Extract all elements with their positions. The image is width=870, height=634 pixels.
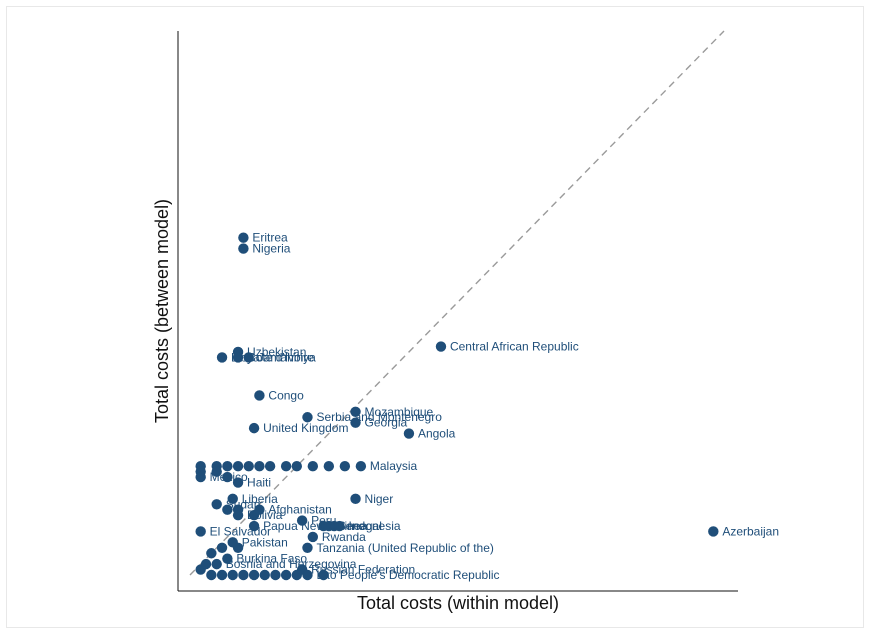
data-point: [302, 569, 313, 581]
point-label: Papua New Guinea: [263, 519, 367, 533]
data-point: [232, 477, 244, 488]
point-label: Tanzania (United Republic of the): [316, 541, 493, 555]
data-point: [216, 569, 228, 581]
point-label: Nigeria: [252, 242, 290, 256]
data-point: [243, 352, 254, 363]
data-point: [195, 471, 206, 483]
data-point: [195, 526, 206, 537]
data-point: [323, 520, 335, 532]
data-point: [270, 569, 281, 581]
data-point: [318, 569, 329, 581]
point-label: Uzbekistan: [247, 345, 306, 359]
point-label: Niger: [365, 492, 394, 506]
data-point: [254, 504, 265, 515]
data-point: [334, 520, 345, 532]
data-point: [403, 428, 415, 439]
point-label: Haiti: [247, 476, 271, 490]
data-point: [307, 461, 319, 472]
point-label: Burkina Faso: [236, 552, 307, 566]
data-point: [254, 461, 265, 472]
data-point: [222, 553, 233, 564]
y-axis-title: Total costs (between model): [152, 199, 172, 423]
data-point: [243, 461, 254, 472]
data-point: [248, 422, 260, 434]
data-point: [238, 232, 249, 243]
point-label: Rwanda: [322, 530, 366, 544]
data-point: [222, 461, 233, 472]
point-label: Sudan: [226, 497, 261, 511]
data-point: [339, 461, 351, 472]
data-point: [227, 537, 238, 548]
data-point: [211, 558, 222, 570]
point-label: Pakistan: [242, 535, 288, 549]
data-point: [296, 515, 308, 526]
point-label: Malaysia: [370, 459, 418, 473]
data-point: [264, 461, 276, 472]
data-point: [200, 558, 212, 570]
data-point: [291, 461, 302, 472]
point-label: Serbia and Montenegro: [316, 410, 442, 424]
point-label: Georgia: [365, 416, 408, 430]
data-point: [238, 243, 249, 254]
data-point: [216, 542, 228, 553]
data-point: [222, 504, 233, 515]
point-label: Bosnia and Herzegovina: [226, 557, 357, 571]
data-point: [227, 569, 238, 581]
point-label: Liberia: [242, 492, 278, 506]
point-label: Cote d'Ivoire: [247, 350, 314, 364]
data-point: [323, 461, 335, 472]
data-point: [211, 499, 222, 510]
point-label: Angola: [418, 427, 456, 441]
point-label: Azerbaijan: [722, 524, 779, 538]
chart-frame: [6, 6, 864, 628]
data-points: EritreaNigeriaUzbekistanLibyaCote d'Ivoi…: [195, 231, 779, 582]
data-point: [355, 461, 367, 472]
point-label: Russian Federation: [311, 563, 415, 577]
point-label: Lao People's Democratic Republic: [316, 568, 499, 582]
data-point: [232, 461, 244, 472]
point-label: El Salvador: [210, 524, 271, 538]
data-point: [307, 531, 319, 543]
point-label: Senegal: [338, 519, 382, 533]
data-point: [227, 493, 238, 505]
data-point: [280, 461, 292, 472]
data-point: [350, 406, 361, 417]
data-point: [248, 569, 260, 581]
data-point: [302, 542, 313, 553]
data-point: [211, 466, 222, 477]
point-label: Bolivia: [247, 508, 283, 522]
data-point: [350, 493, 361, 505]
data-point: [222, 471, 233, 483]
data-point: [435, 341, 447, 352]
data-point: [206, 569, 217, 581]
point-label: Indonesia: [349, 519, 401, 533]
data-point: [280, 569, 292, 581]
point-label: United Kingdom: [263, 421, 348, 435]
data-point: [232, 509, 244, 521]
point-label: Afghanistan: [268, 503, 331, 517]
data-point: [238, 569, 249, 581]
point-label: Eritrea: [252, 231, 288, 245]
data-point: [232, 352, 244, 363]
data-point: [350, 417, 361, 428]
point-label: Mozambique: [365, 405, 434, 419]
data-point: [708, 526, 719, 537]
data-point: [248, 520, 260, 532]
data-point: [259, 569, 270, 581]
data-point: [254, 390, 265, 401]
data-point: [302, 412, 313, 423]
point-label: Congo: [268, 388, 304, 402]
point-label: Jamahiriya: [258, 350, 316, 364]
data-point: [206, 548, 217, 559]
data-point: [216, 352, 228, 363]
point-label: Central African Republic: [450, 340, 579, 354]
x-axis-title: Total costs (within model): [357, 593, 559, 613]
